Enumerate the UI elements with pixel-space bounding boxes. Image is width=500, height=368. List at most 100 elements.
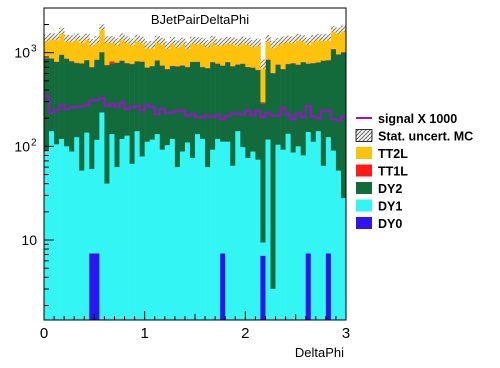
- bar-dy2: [205, 68, 211, 168]
- bar-dy2: [225, 62, 231, 142]
- bar-dy2: [69, 61, 75, 152]
- uncertainty-bin: [94, 36, 100, 44]
- bar-dy1: [270, 289, 276, 320]
- bar-dy1: [310, 141, 317, 320]
- bar-tt2l: [104, 39, 110, 66]
- uncertainty-bin: [154, 35, 161, 43]
- bar-tt2l: [215, 42, 221, 64]
- uncertainty-bin: [44, 34, 50, 42]
- bar-dy1: [114, 167, 120, 320]
- bar-dy1: [205, 167, 211, 320]
- bar-dy1: [230, 165, 236, 320]
- bar-dy0: [94, 253, 100, 320]
- bar-tt2l: [74, 36, 80, 63]
- uncertainty-bin: [265, 34, 271, 42]
- bar-dy1: [179, 151, 186, 320]
- uncertainty-bin: [250, 39, 256, 48]
- bar-tt2l: [245, 41, 251, 68]
- bar-dy2: [124, 63, 130, 136]
- bar-dy2: [255, 70, 261, 160]
- uncertainty-bin: [260, 59, 266, 70]
- uncertainty-bin: [79, 35, 85, 43]
- bar-tt2l: [280, 39, 286, 70]
- bar-dy2: [285, 64, 291, 134]
- legend-box-swatch: [356, 147, 372, 159]
- uncertainty-bin: [49, 33, 55, 40]
- uncertainty-bin: [315, 33, 322, 41]
- bar-tt2l: [300, 38, 307, 62]
- bar-dy1: [49, 131, 55, 320]
- bar-dy1: [305, 132, 312, 254]
- bar-tt2l: [99, 27, 105, 53]
- bar-dy1: [195, 134, 201, 320]
- bar-dy1: [59, 138, 65, 320]
- bar-dy1: [335, 170, 342, 320]
- uncertainty-bin: [230, 37, 236, 45]
- legend-label: DY1: [378, 200, 402, 214]
- bar-dy2: [59, 54, 65, 139]
- bar-tt2l: [49, 36, 55, 59]
- bar-dy2: [325, 60, 332, 138]
- bar-tt2l: [109, 39, 115, 62]
- bar-dy1: [69, 151, 75, 320]
- bar-tt2l: [134, 38, 140, 62]
- bar-dy2: [290, 63, 296, 153]
- uncertainty-bin: [149, 40, 156, 49]
- chart-title: BJetPairDeltaPhi: [151, 12, 249, 27]
- bar-dy1: [169, 138, 176, 320]
- bar-dy2: [320, 60, 327, 166]
- uncertainty-bin: [119, 33, 125, 41]
- bar-tt2l: [200, 41, 206, 67]
- bar-tt2l: [189, 40, 196, 62]
- legend-item: DY1: [356, 199, 402, 214]
- bar-tt2l: [260, 64, 266, 103]
- uncertainty-bin: [179, 37, 186, 45]
- bar-tt2l: [220, 41, 226, 66]
- legend-label: signal X 1000: [378, 112, 457, 126]
- bar-dy2: [245, 67, 251, 159]
- bar-dy1: [79, 170, 85, 320]
- bar-dy0: [220, 253, 226, 320]
- bar-dy2: [119, 60, 125, 139]
- uncertainty-bin: [220, 38, 226, 46]
- x-tick-label: 0: [40, 325, 48, 342]
- bar-tt2l: [154, 39, 161, 61]
- bar-dy1: [295, 146, 301, 320]
- bar-dy1: [129, 163, 135, 320]
- bar-tt2l: [240, 40, 246, 64]
- bar-dy2: [315, 62, 322, 132]
- bar-tt2l: [340, 28, 346, 53]
- bar-dy2: [295, 64, 301, 147]
- bar-dy1: [320, 165, 327, 320]
- bar-dy2: [104, 65, 110, 184]
- bar-tt2l: [94, 39, 100, 60]
- bar-dy1: [159, 149, 166, 320]
- uncertainty-bin: [99, 24, 105, 31]
- legend-item: TT1L: [356, 164, 408, 179]
- bar-dy1: [104, 183, 110, 320]
- bar-dy2: [44, 58, 50, 151]
- bar-dy1: [265, 139, 271, 320]
- legend-label: DY2: [378, 182, 402, 196]
- bar-dy1: [330, 150, 337, 320]
- bar-dy2: [250, 67, 256, 152]
- bar-dy1: [154, 134, 161, 320]
- bar-tt2l: [255, 42, 261, 70]
- bar-dy2: [184, 67, 191, 143]
- bar-dy1: [134, 131, 140, 320]
- uncertainty-bin: [164, 41, 171, 49]
- uncertainty-bin: [340, 25, 346, 32]
- bar-dy1: [300, 155, 307, 320]
- bar-dy1: [275, 144, 281, 320]
- uncertainty-bin: [159, 37, 166, 45]
- legend-box-swatch: [356, 199, 372, 212]
- uncertainty-bin: [290, 36, 296, 44]
- bar-tt2l: [129, 41, 135, 64]
- bar-tt2l: [225, 40, 231, 62]
- bar-dy2: [164, 69, 171, 146]
- bar-tt2l: [159, 41, 166, 66]
- uncertainty-bin: [139, 36, 145, 44]
- uncertainty-bin: [109, 36, 115, 44]
- legend-box-swatch: [356, 164, 372, 177]
- legend-label: DY0: [378, 217, 402, 231]
